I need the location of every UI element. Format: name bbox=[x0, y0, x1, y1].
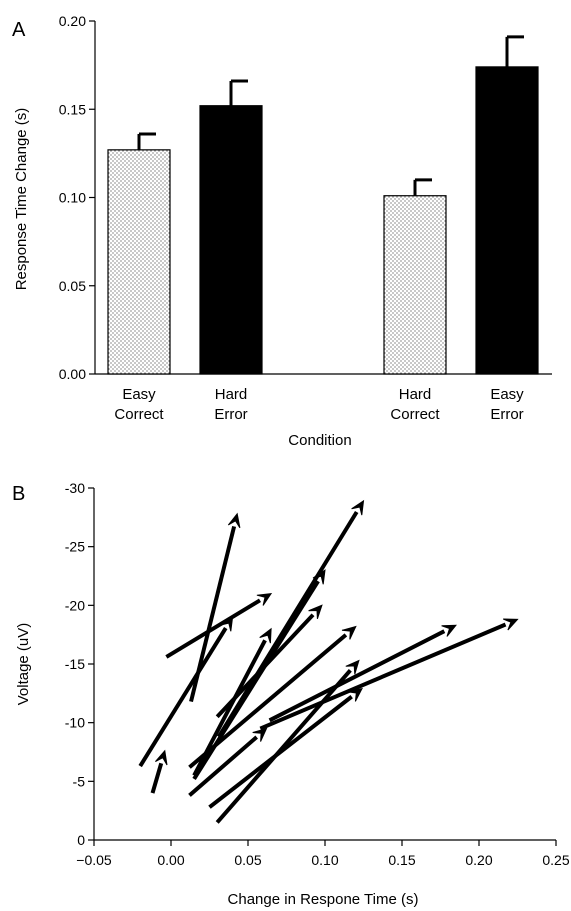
panel-a-bar bbox=[383, 195, 447, 375]
panel-a-y-tick-label: 0.15 bbox=[59, 101, 86, 117]
panel-b-y-tick-label: -20 bbox=[65, 597, 85, 613]
panel-b-arrow-head bbox=[256, 592, 273, 606]
panel-a-y-tick-label: 0.20 bbox=[59, 13, 86, 29]
panel-a-category-label: Easy bbox=[122, 386, 156, 403]
panel-b-arrow-head bbox=[345, 659, 360, 675]
panel-b-x-tick-label: 0.10 bbox=[311, 852, 338, 868]
panel-b-arrow-head bbox=[259, 627, 272, 644]
panel-a-y-tick-label: 0.10 bbox=[59, 190, 86, 206]
panel-b-arrow-shaft bbox=[165, 598, 262, 659]
panel-a-bar bbox=[475, 66, 539, 375]
panel-b-arrow-head bbox=[308, 604, 323, 620]
panel-a-y-tick-label: 0.05 bbox=[59, 278, 86, 294]
panel-a-bar bbox=[107, 149, 171, 375]
panel-b-label: B bbox=[12, 483, 25, 505]
panel-b-y-tick-label: -5 bbox=[73, 773, 86, 789]
panel-a-category-label: Hard bbox=[215, 386, 248, 403]
panel-b-arrow-head bbox=[351, 499, 365, 516]
panel-a-plot: 0.00 0.05 0.10 0.15 0.20 Easy Correct Hard Error… bbox=[59, 13, 552, 423]
panel-b-y-tick-label: -15 bbox=[65, 656, 85, 672]
panel-b-arrow-shaft bbox=[215, 668, 352, 824]
panel-a-category-label: Error bbox=[490, 406, 523, 423]
panel-b-arrow-head bbox=[252, 727, 268, 742]
panel-b-y-axis-title: Voltage (uV) bbox=[15, 623, 32, 706]
panel-b-x-tick-label: 0.25 bbox=[542, 852, 569, 868]
panel-b-arrow-shaft bbox=[188, 735, 258, 797]
panel-a-label: A bbox=[12, 19, 26, 41]
panel-b-arrow-shaft bbox=[268, 629, 446, 723]
panel-b-x-tick-label: 0.05 bbox=[234, 852, 261, 868]
panel-b-arrow-shaft bbox=[215, 613, 315, 719]
panel-b-arrow-shaft bbox=[188, 633, 348, 769]
panel-a-category-label: Correct bbox=[114, 406, 164, 423]
panel-b-arrow-head bbox=[227, 512, 241, 529]
panel-b-y-tick-label: -30 bbox=[65, 480, 85, 496]
panel-a-y-tick-label: 0.00 bbox=[59, 366, 86, 382]
panel-b-y-tick-label: -25 bbox=[65, 539, 85, 555]
panel-a-x-axis-title: Condition bbox=[288, 432, 351, 449]
panel-b-plot: 0 -5 -10 -15 -20 -25 -30 −0.05 0.00 0.05 0.10 0.15 0… bbox=[65, 480, 570, 868]
panel-b-y-tick-label: -10 bbox=[65, 715, 85, 731]
panel-b-x-tick-label: 0.00 bbox=[157, 852, 184, 868]
panel-a-bar bbox=[199, 105, 263, 375]
panel-b-arrow-head bbox=[312, 569, 326, 585]
panel-b-x-axis-title: Change in Respone Time (s) bbox=[228, 891, 419, 908]
panel-b-arrow-shaft bbox=[138, 627, 228, 768]
panel-b-x-tick-label: −0.05 bbox=[76, 852, 112, 868]
panel-a-category-label: Correct bbox=[390, 406, 440, 423]
panel-b-arrow-shaft bbox=[208, 695, 353, 809]
panel-b-y-tick-label: 0 bbox=[77, 832, 85, 848]
panel-b-arrow-shaft bbox=[150, 762, 164, 794]
panel-b-arrow-head bbox=[441, 624, 457, 637]
panel-b-arrow-head bbox=[155, 749, 168, 766]
panel-a-category-label: Hard bbox=[399, 386, 432, 403]
panel-a-y-axis-title: Response Time Change (s) bbox=[13, 108, 30, 291]
panel-b-x-tick-label: 0.15 bbox=[388, 852, 415, 868]
panel-b-arrow-head bbox=[341, 625, 357, 640]
panel-a-category-label: Easy bbox=[490, 386, 524, 403]
panel-b-arrow-shaft bbox=[259, 622, 507, 731]
panel-b-x-tick-label: 0.20 bbox=[465, 852, 492, 868]
panel-a-category-label: Error bbox=[214, 406, 247, 423]
panel-b-arrow-head bbox=[503, 618, 519, 631]
